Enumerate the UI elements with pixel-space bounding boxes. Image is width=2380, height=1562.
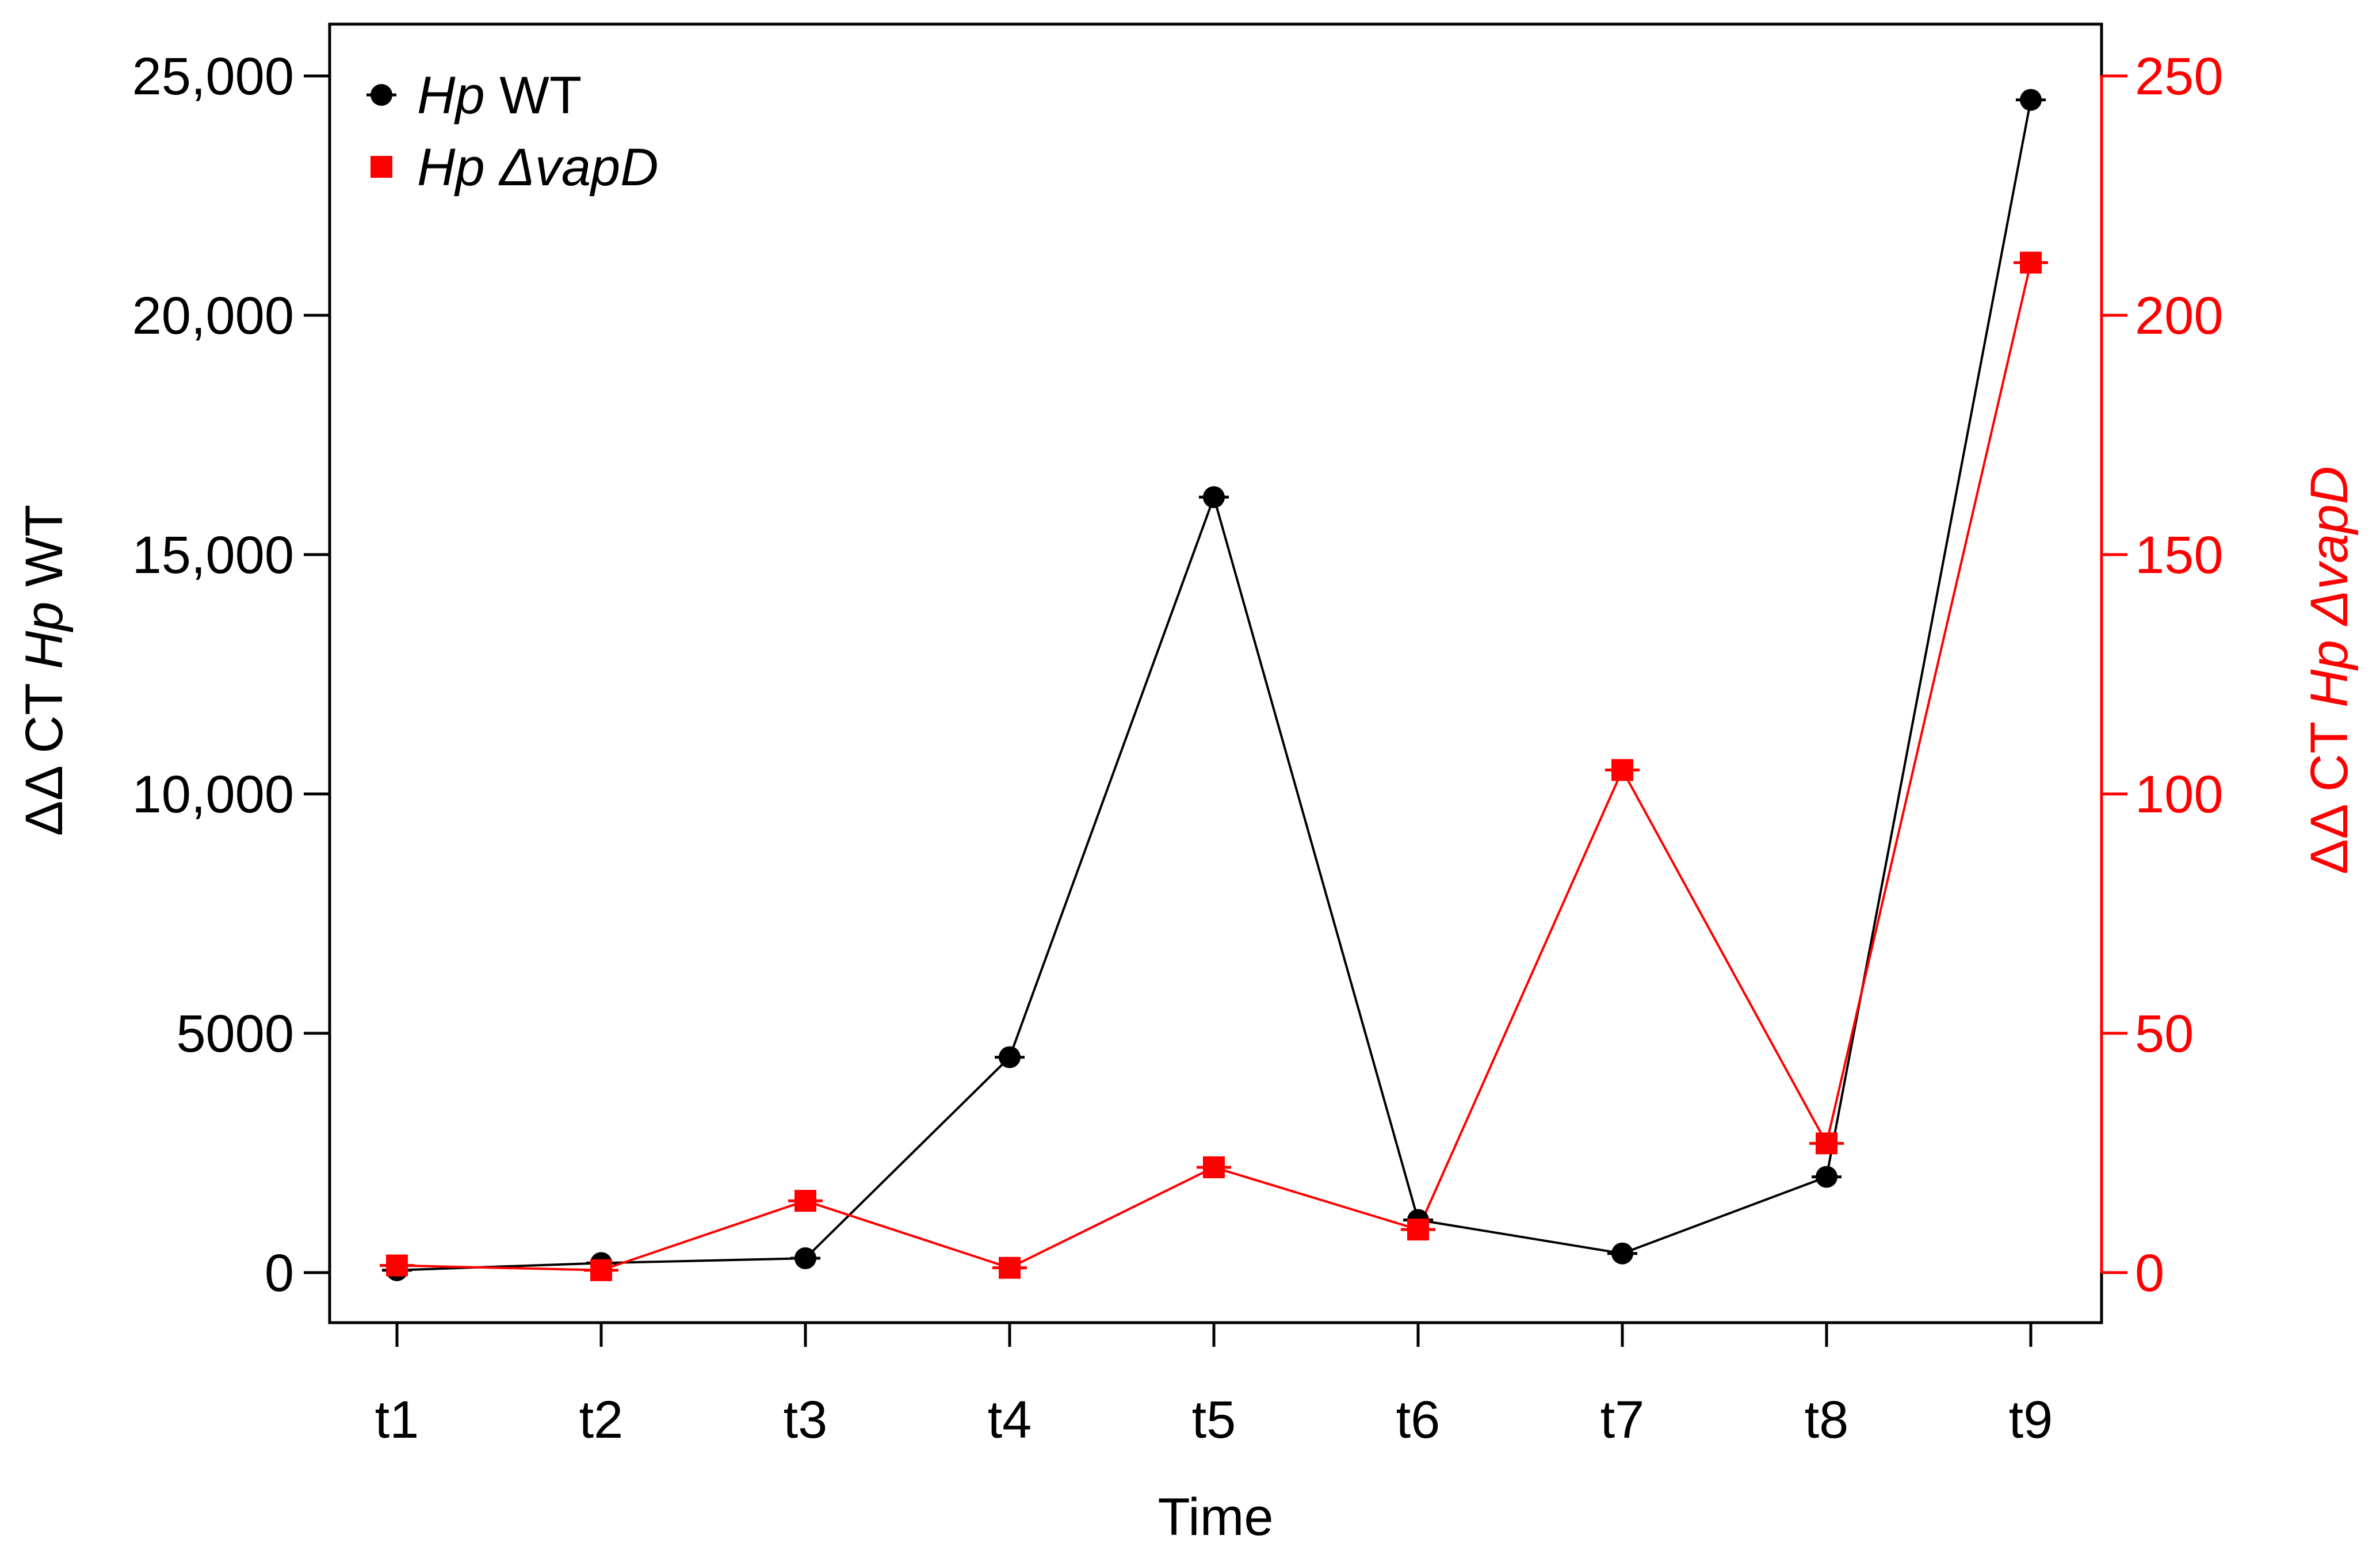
- data-point-vapd: [1203, 1156, 1225, 1178]
- data-point-vapd: [590, 1259, 612, 1281]
- legend-label-italic: Hp ΔvapD: [417, 138, 659, 197]
- legend: Hp WT Hp ΔvapD: [366, 66, 659, 197]
- data-point-vapd: [999, 1257, 1021, 1279]
- right-tick-label: 250: [2135, 47, 2224, 106]
- series-line-1: [396, 262, 2032, 1271]
- x-tick-label: t3: [784, 1391, 828, 1449]
- data-point-wt: [2020, 89, 2042, 111]
- x-tick-label: t1: [375, 1391, 419, 1449]
- data-point-wt: [1816, 1166, 1837, 1188]
- data-point-vapd: [2020, 251, 2042, 274]
- right-axis-title: ΔΔ CT Hp ΔvapD: [2300, 466, 2359, 874]
- data-point-wt: [794, 1247, 816, 1270]
- legend-marker-vapd: [370, 156, 392, 178]
- right-tick-label: 200: [2135, 287, 2224, 345]
- x-tick-label: t8: [1805, 1391, 1849, 1449]
- left-tick-label: 25,000: [132, 47, 294, 106]
- x-tick-label: t6: [1396, 1391, 1441, 1449]
- right-tick-label: 0: [2135, 1244, 2164, 1303]
- left-tick-label: 15,000: [132, 526, 294, 585]
- legend-label-rest: WT: [485, 66, 582, 125]
- left-tick-label: 10,000: [132, 765, 294, 824]
- legend-label-0: Hp WT: [417, 66, 582, 125]
- left-axis-title-italic: Hp: [15, 602, 74, 670]
- x-tick-label: t2: [579, 1391, 624, 1449]
- data-point-vapd: [1407, 1219, 1429, 1241]
- series-lines: [396, 100, 2032, 1271]
- left-tick-label: 20,000: [132, 287, 294, 345]
- data-point-wt: [999, 1046, 1021, 1068]
- left-axis-title: ΔΔ CT Hp WT: [15, 505, 74, 836]
- series-line-0: [396, 100, 2032, 1271]
- right-tick-label: 150: [2135, 526, 2224, 585]
- legend-label-italic: Hp: [417, 66, 485, 125]
- legend-label-1: Hp ΔvapD: [417, 138, 659, 197]
- data-point-vapd: [1816, 1132, 1837, 1155]
- data-point-vapd: [794, 1190, 816, 1212]
- left-tick-label: 5000: [176, 1005, 294, 1063]
- data-point-vapd: [1611, 759, 1633, 781]
- right-tick-label: 50: [2135, 1005, 2194, 1063]
- data-point-wt: [1611, 1242, 1633, 1265]
- data-point-vapd: [386, 1254, 408, 1277]
- x-tick-label: t4: [988, 1391, 1032, 1449]
- legend-marker-wt-dot: [370, 84, 392, 106]
- x-tick-label: t7: [1600, 1391, 1645, 1449]
- axes: 0 5000 10,000 15,000 20,000 25,000 0 50 100 150 20…: [132, 47, 2224, 1449]
- x-tick-label: t9: [2009, 1391, 2053, 1449]
- left-axis-title-prefix: ΔΔ CT: [15, 669, 74, 836]
- x-tick-label: t5: [1192, 1391, 1236, 1449]
- left-axis-title-suffix: WT: [15, 505, 74, 602]
- right-axis-title-prefix: ΔΔ CT: [2300, 708, 2359, 874]
- left-tick-label: 0: [265, 1244, 294, 1303]
- series-markers: [380, 89, 2048, 1281]
- x-axis-title: Time: [1157, 1488, 1273, 1546]
- data-point-wt: [1203, 486, 1225, 509]
- right-axis-title-italic: Hp ΔvapD: [2300, 466, 2359, 708]
- right-tick-label: 100: [2135, 765, 2224, 824]
